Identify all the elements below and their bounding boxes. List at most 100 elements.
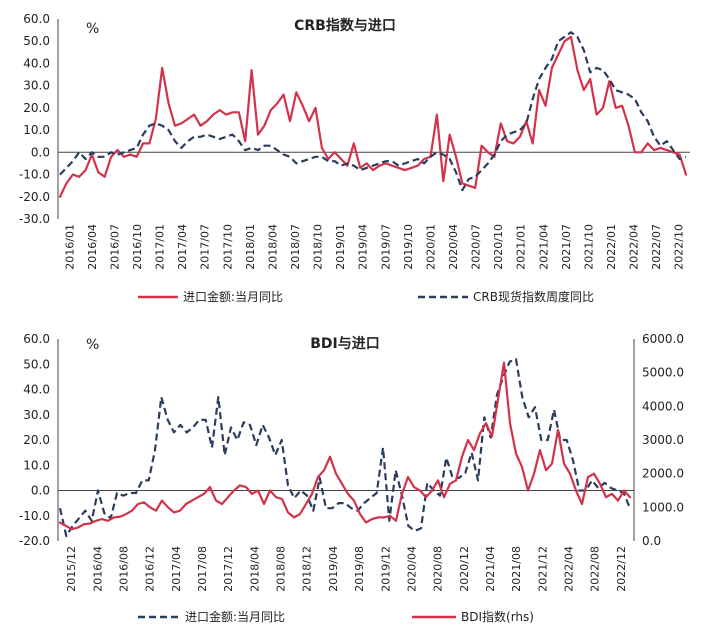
x-tick-label: 2017/04 [170,546,183,592]
y-tick-label: 20.0 [23,433,50,447]
x-tick-label: 2021/04 [484,546,497,592]
y-tick-labels: 60.0 50.0 40.0 30.0 20.0 10.0 0.0 -10.0 -20.0 -30… [19,12,50,226]
x-tick-label: 2020/07 [470,224,483,270]
x-tick-label: 2021/07 [560,224,573,270]
y-tick-label: 30.0 [23,408,50,422]
y-unit-label: % [86,21,99,37]
legend-label-import: 进口金额:当月同比 [185,609,285,624]
legend-label-crb: CRB现货指数周度同比 [473,289,594,304]
x-tick-label: 2016/07 [108,224,121,270]
x-tick-label: 2022/04 [563,546,576,592]
x-tick-label: 2021/04 [537,224,550,270]
x-tick-label: 2016/01 [63,224,76,270]
x-tick-label: 2017/12 [222,546,235,592]
y-tick-label: 60.0 [23,12,50,26]
x-tick-label: 2018/08 [275,546,288,592]
y-tick-label: -30.0 [19,212,50,226]
x-tick-labels: 2015/12 2016/04 2016/08 2016/12 2017/04 2017/… [65,546,628,592]
x-tick-label: 2018/07 [289,224,302,270]
x-tick-label: 2021/01 [515,224,528,270]
x-tick-label: 2021/12 [536,546,549,592]
x-tick-label: 2022/01 [605,224,618,270]
y-tick-label: -20.0 [19,190,50,204]
x-tick-label: 2022/04 [628,224,641,270]
x-tick-label: 2018/12 [301,546,314,592]
y-tick-label: 10.0 [23,123,50,137]
y-tick-label: 0.0 [31,145,50,159]
x-tick-label: 2020/04 [405,546,418,592]
y2-tick-label: 5000.0 [642,366,684,380]
x-tick-labels: 2016/01 2016/04 2016/07 2016/10 2017/01 2017/… [63,224,685,270]
chart-title: BDI与进口 [310,336,380,352]
legend-label-bdi: BDI指数(rhs) [461,609,534,624]
y-tick-labels: 60.0 50.0 40.0 30.0 20.0 10.0 0.0 -10.0 -20.0 [19,332,50,548]
x-tick-label: 2020/12 [458,546,471,592]
x-tick-label: 2019/08 [353,546,366,592]
x-tick-label: 2020/04 [447,224,460,270]
y-tick-label: 50.0 [23,357,50,371]
x-tick-label: 2016/08 [117,546,130,592]
y-tick-label: 0.0 [31,484,50,498]
legend-bdi: 进口金额:当月同比 BDI指数(rhs) [138,609,534,624]
y-tick-label: -10.0 [19,168,50,182]
x-tick-label: 2022/10 [673,224,686,270]
x-tick-label: 2015/12 [65,546,78,592]
y2-tick-label: 3000.0 [642,433,684,447]
series-line-0 [58,358,632,538]
x-tick-label: 2017/07 [199,224,212,270]
x-tick-label: 2018/04 [266,224,279,270]
plot-series [58,31,688,198]
y-tick-label: 20.0 [23,101,50,115]
y2-tick-labels: 6000.0 5000.0 4000.0 3000.0 2000.0 1000.0 0.0 [642,332,684,548]
y-tick-label: 50.0 [23,34,50,48]
y-tick-label: 30.0 [23,79,50,93]
y2-tick-label: 2000.0 [642,467,684,481]
y-tick-label: 40.0 [23,56,50,70]
x-tick-label: 2016/10 [131,224,144,270]
x-tick-label: 2017/08 [196,546,209,592]
x-tick-label: 2018/04 [248,546,261,592]
x-tick-label: 2022/07 [650,224,663,270]
y-tick-label: -10.0 [19,509,50,523]
y-tick-label: -20.0 [19,534,50,548]
x-tick-label: 2021/10 [582,224,595,270]
x-tick-label: 2019/07 [379,224,392,270]
x-tick-label: 2020/08 [432,546,445,592]
y2-tick-label: 6000.0 [642,332,684,346]
x-tick-label: 2022/12 [615,546,628,592]
chart-title: CRB指数与进口 [294,17,396,34]
x-tick-label: 2019/01 [334,224,347,270]
x-tick-label: 2019/04 [357,224,370,270]
y-tick-label: 40.0 [23,383,50,397]
legend-label-import: 进口金额:当月同比 [183,289,283,304]
series-line-1 [59,31,687,192]
y-tick-label: 10.0 [23,458,50,472]
series-line-1 [58,361,632,531]
x-tick-label: 2019/10 [402,224,415,270]
series-line-0 [58,35,688,198]
x-tick-label: 2022/08 [589,546,602,592]
plot-series [58,358,632,538]
x-tick-label: 2018/01 [244,224,257,270]
chart-bdi: BDI与进口 % 60.0 50.0 40.0 30.0 20.0 10.0 0.0 -10.… [19,332,684,592]
x-tick-label: 2016/12 [144,546,157,592]
x-tick-label: 2019/04 [327,546,340,592]
x-tick-label: 2016/04 [91,546,104,592]
legend-crb: 进口金额:当月同比 CRB现货指数周度同比 [138,289,594,304]
x-tick-label: 2019/12 [379,546,392,592]
y2-tick-label: 0.0 [642,534,661,548]
chart-crb: CRB指数与进口 % 60.0 50.0 40.0 30.0 20.0 10.0 0.0 -1… [19,12,690,270]
y-unit-label: % [86,337,99,353]
x-tick-label: 2017/10 [221,224,234,270]
x-tick-label: 2021/08 [510,546,523,592]
x-tick-label: 2017/01 [154,224,167,270]
y2-tick-label: 4000.0 [642,399,684,413]
y2-tick-label: 1000.0 [642,500,684,514]
y-tick-label: 60.0 [23,332,50,346]
x-tick-label: 2017/04 [176,224,189,270]
x-tick-label: 2018/10 [312,224,325,270]
x-tick-label: 2020/01 [424,224,437,270]
x-tick-label: 2020/10 [492,224,505,270]
x-tick-label: 2016/04 [86,224,99,270]
